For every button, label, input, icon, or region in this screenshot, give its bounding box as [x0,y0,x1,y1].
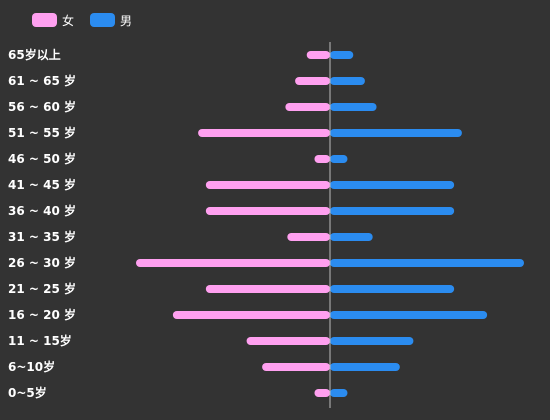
bar-female[interactable] [205,285,330,293]
bar-male[interactable] [330,77,365,85]
bar-male[interactable] [330,207,455,215]
bar-female[interactable] [287,233,330,241]
bar-male[interactable] [330,233,373,241]
category-label: 46 ~ 50 岁 [8,151,76,166]
category-label: 6~10岁 [8,359,55,374]
bar-male[interactable] [330,363,400,371]
legend-swatch-male [90,13,116,27]
bar-female[interactable] [314,155,330,163]
category-label: 26 ~ 30 岁 [8,255,76,270]
category-label: 16 ~ 20 岁 [8,307,76,322]
bar-female[interactable] [205,207,330,215]
bar-female[interactable] [314,389,330,397]
bar-female[interactable] [246,337,330,345]
bar-male[interactable] [330,181,455,189]
bar-female[interactable] [285,103,330,111]
legend-label-male: 男 [120,13,133,28]
legend-item-male[interactable]: 男 [90,12,132,29]
category-label: 36 ~ 40 岁 [8,203,76,218]
category-label: 0~5岁 [8,385,47,400]
bar-female[interactable] [306,51,330,59]
category-label: 56 ~ 60 岁 [8,99,76,114]
bar-female[interactable] [295,77,330,85]
bar-female[interactable] [262,363,330,371]
bar-male[interactable] [330,285,455,293]
bar-female[interactable] [198,129,330,137]
bar-male[interactable] [330,311,488,319]
bar-male[interactable] [330,389,348,397]
bar-female[interactable] [172,311,330,319]
bar-female[interactable] [205,181,330,189]
bar-male[interactable] [330,155,348,163]
chart-legend: 女 男 [32,12,148,28]
category-label: 51 ~ 55 岁 [8,125,76,140]
category-label: 65岁以上 [8,47,61,62]
legend-label-female: 女 [62,13,75,28]
category-label: 31 ~ 35 岁 [8,229,76,244]
bar-male[interactable] [330,103,377,111]
bar-female[interactable] [136,259,330,267]
bar-male[interactable] [330,259,524,267]
category-label: 61 ~ 65 岁 [8,73,76,88]
bar-male[interactable] [330,129,462,137]
category-label: 11 ~ 15岁 [8,333,72,348]
bar-male[interactable] [330,51,354,59]
legend-item-female[interactable]: 女 [32,12,74,29]
category-label: 21 ~ 25 岁 [8,281,76,296]
legend-swatch-female [32,13,57,27]
category-label: 41 ~ 45 岁 [8,177,76,192]
bar-male[interactable] [330,337,414,345]
